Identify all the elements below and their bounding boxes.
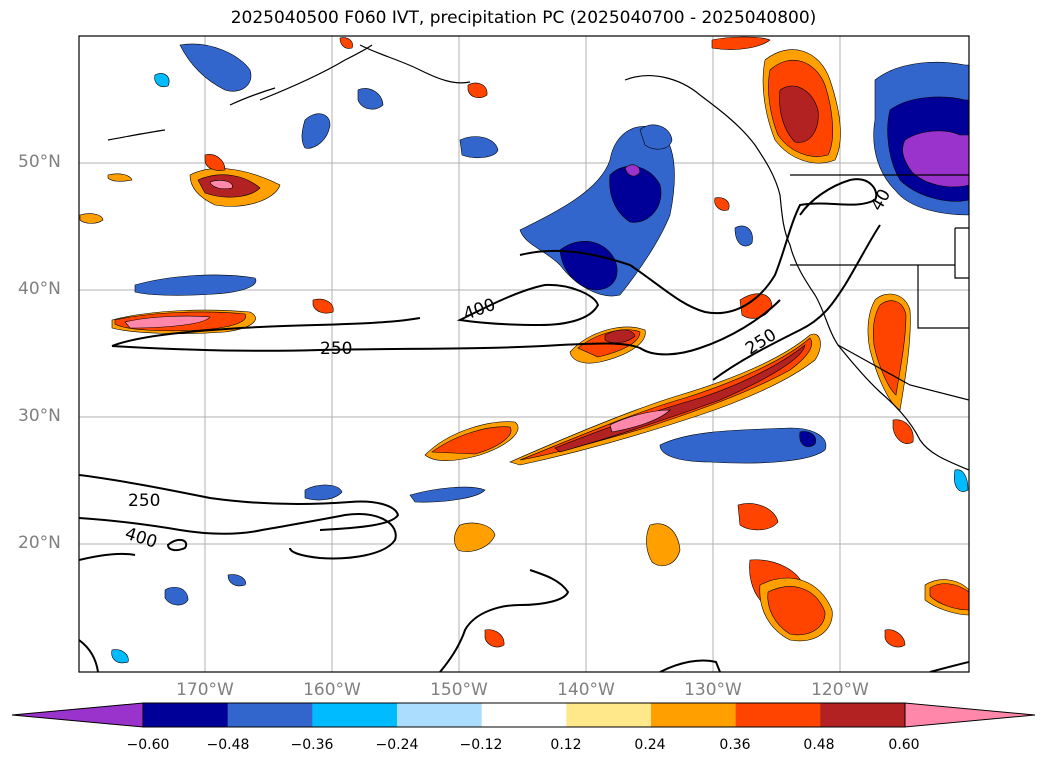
colorbar-extend-right [904, 702, 1036, 728]
positive-anomaly-fields [79, 36, 969, 648]
colorbar [11, 702, 1036, 728]
colorbar-tick-label: 0.60 [888, 737, 920, 753]
lat-label: 40°N [18, 279, 61, 299]
colorbar-tick-label: −0.24 [375, 737, 419, 753]
coastlines [107, 44, 969, 471]
plot-frame [78, 35, 970, 673]
colorbar-segment [735, 703, 821, 727]
colorbar-tick-label: 0.48 [803, 737, 835, 753]
colorbar-tick-label: 0.12 [550, 737, 582, 753]
colorbar-tick-label: 0.36 [719, 737, 751, 753]
lat-label: 20°N [18, 533, 61, 553]
colorbar-segment [143, 703, 229, 727]
lon-label: 150°W [430, 680, 488, 700]
contour-label: 250 [320, 339, 352, 359]
lon-label: 120°W [811, 680, 869, 700]
colorbar-tick-label: −0.60 [126, 737, 170, 753]
lon-label: 160°W [303, 680, 361, 700]
colorbar-tick-label: −0.48 [206, 737, 250, 753]
colorbar-segment [397, 703, 483, 727]
map-title: 2025040500 F060 IVT, precipitation PC (2… [230, 8, 817, 28]
colorbar-segment [312, 703, 398, 727]
lon-label: 170°W [176, 680, 234, 700]
lat-label: 30°N [18, 406, 61, 426]
lat-label: 50°N [18, 152, 61, 172]
colorbar-tick-label: −0.36 [290, 737, 334, 753]
negative-anomaly-fields [111, 43, 969, 664]
colorbar-segment [820, 703, 906, 727]
colorbar-tick-label: −0.12 [459, 737, 503, 753]
ivt-contours [79, 178, 969, 672]
colorbar-segment [566, 703, 652, 727]
lon-label: 140°W [557, 680, 615, 700]
colorbar-extend-left [11, 702, 144, 728]
colorbar-segment [227, 703, 313, 727]
lon-label: 130°W [684, 680, 742, 700]
contour-label: 250 [128, 491, 160, 511]
colorbar-tick-label: 0.24 [634, 737, 666, 753]
colorbar-segment [481, 703, 567, 727]
colorbar-segment [651, 703, 737, 727]
